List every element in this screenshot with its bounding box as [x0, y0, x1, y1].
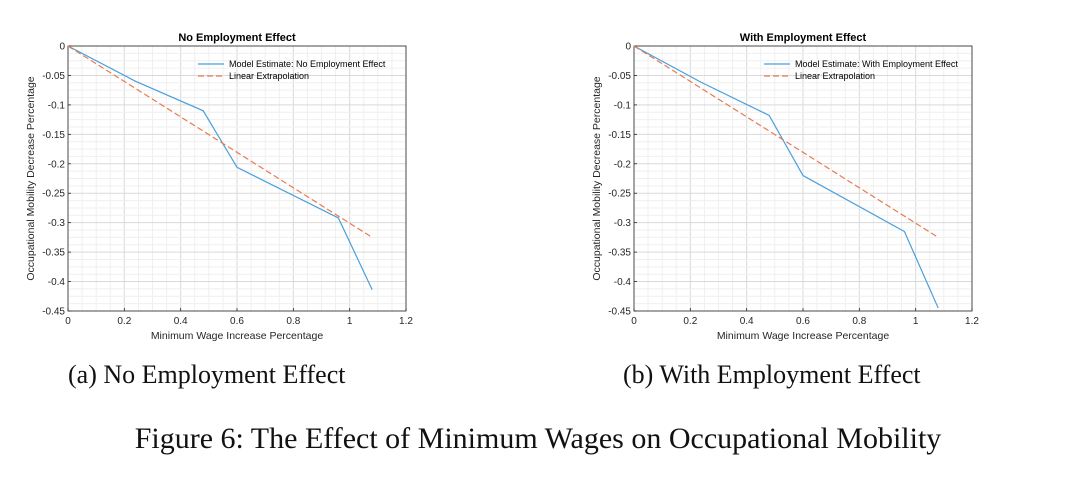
y-tick-label: -0.25	[608, 189, 631, 200]
x-tick-label: 0.4	[174, 316, 188, 327]
x-tick-label: 0	[65, 316, 71, 327]
subcaption-a: (a) No Employment Effect	[68, 360, 346, 389]
y-tick-label: -0.1	[614, 100, 632, 111]
y-tick-label: -0.3	[614, 218, 632, 229]
series-line-linear-extrapolation	[67, 45, 373, 238]
y-tick-label: -0.45	[608, 307, 631, 318]
legend-label: Linear Extrapolation	[229, 71, 309, 81]
y-tick-label: -0.4	[48, 277, 66, 288]
chart-title: With Employment Effect	[740, 32, 867, 44]
chart-panel-with-employment-effect: 0 0.2 0.4 0.6 0.8 1 1.2 0 -0.05 -0.1 -0.15 -0.2 -0.2…	[538, 0, 1076, 400]
legend-label: Model Estimate: No Employment Effect	[229, 59, 386, 69]
x-tick-label: 1.2	[965, 316, 979, 327]
y-tick-label: -0.35	[42, 248, 65, 259]
y-tick-label: -0.45	[42, 307, 65, 318]
y-tick-label: -0.25	[42, 189, 65, 200]
legend-label: Model Estimate: With Employment Effect	[795, 59, 958, 69]
x-tick-label: 0.8	[286, 316, 300, 327]
y-axis-label: Occupational Mobility Decrease Percentag…	[591, 76, 603, 280]
legend-label: Linear Extrapolation	[795, 71, 875, 81]
x-tick-label: 1	[913, 316, 919, 327]
y-tick-label: -0.05	[608, 71, 631, 82]
y-tick-label: -0.3	[48, 218, 66, 229]
y-tick-label: -0.05	[42, 71, 65, 82]
x-tick-label: 0.2	[117, 316, 131, 327]
x-tick-label: 0.6	[230, 316, 244, 327]
y-tick-label: 0	[59, 42, 65, 53]
line-chart-with-employment-effect: 0 0.2 0.4 0.6 0.8 1 1.2 0 -0.05 -0.1 -0.15 -0.2 -0.2…	[591, 32, 979, 342]
x-tick-label: 0.6	[796, 316, 810, 327]
x-tick-label: 0.8	[852, 316, 866, 327]
subcaption-b: (b) With Employment Effect	[623, 360, 921, 389]
series-line-linear-extrapolation	[633, 45, 939, 238]
y-tick-label: -0.35	[608, 248, 631, 259]
y-tick-label: -0.2	[614, 159, 632, 170]
series-line-model-estimate	[67, 45, 373, 291]
line-chart-no-employment-effect: 0 0.2 0.4 0.6 0.8 1 1.2 0 -0.05 -0.1 -0.15 -0.2 -0.2…	[25, 32, 413, 342]
x-tick-label: 1.2	[399, 316, 413, 327]
y-tick-label: -0.4	[614, 277, 632, 288]
x-tick-label: 0	[631, 316, 637, 327]
x-axis-label: Minimum Wage Increase Percentage	[717, 330, 890, 342]
x-tick-label: 0.4	[740, 316, 754, 327]
y-tick-label: 0	[625, 42, 631, 53]
y-tick-label: -0.15	[42, 130, 65, 141]
y-tick-label: -0.2	[48, 159, 66, 170]
x-axis-label: Minimum Wage Increase Percentage	[151, 330, 324, 342]
chart-panel-no-employment-effect: 0 0.2 0.4 0.6 0.8 1 1.2 0 -0.05 -0.1 -0.15 -0.2 -0.2…	[0, 0, 538, 400]
x-tick-label: 0.2	[683, 316, 697, 327]
series-line-model-estimate	[633, 45, 939, 309]
x-tick-label: 1	[347, 316, 353, 327]
grid	[633, 45, 973, 312]
y-tick-label: -0.1	[48, 100, 66, 111]
y-axis-label: Occupational Mobility Decrease Percentag…	[25, 76, 37, 280]
y-tick-label: -0.15	[608, 130, 631, 141]
figure-caption: Figure 6: The Effect of Minimum Wages on…	[134, 422, 942, 455]
chart-title: No Employment Effect	[178, 32, 296, 44]
